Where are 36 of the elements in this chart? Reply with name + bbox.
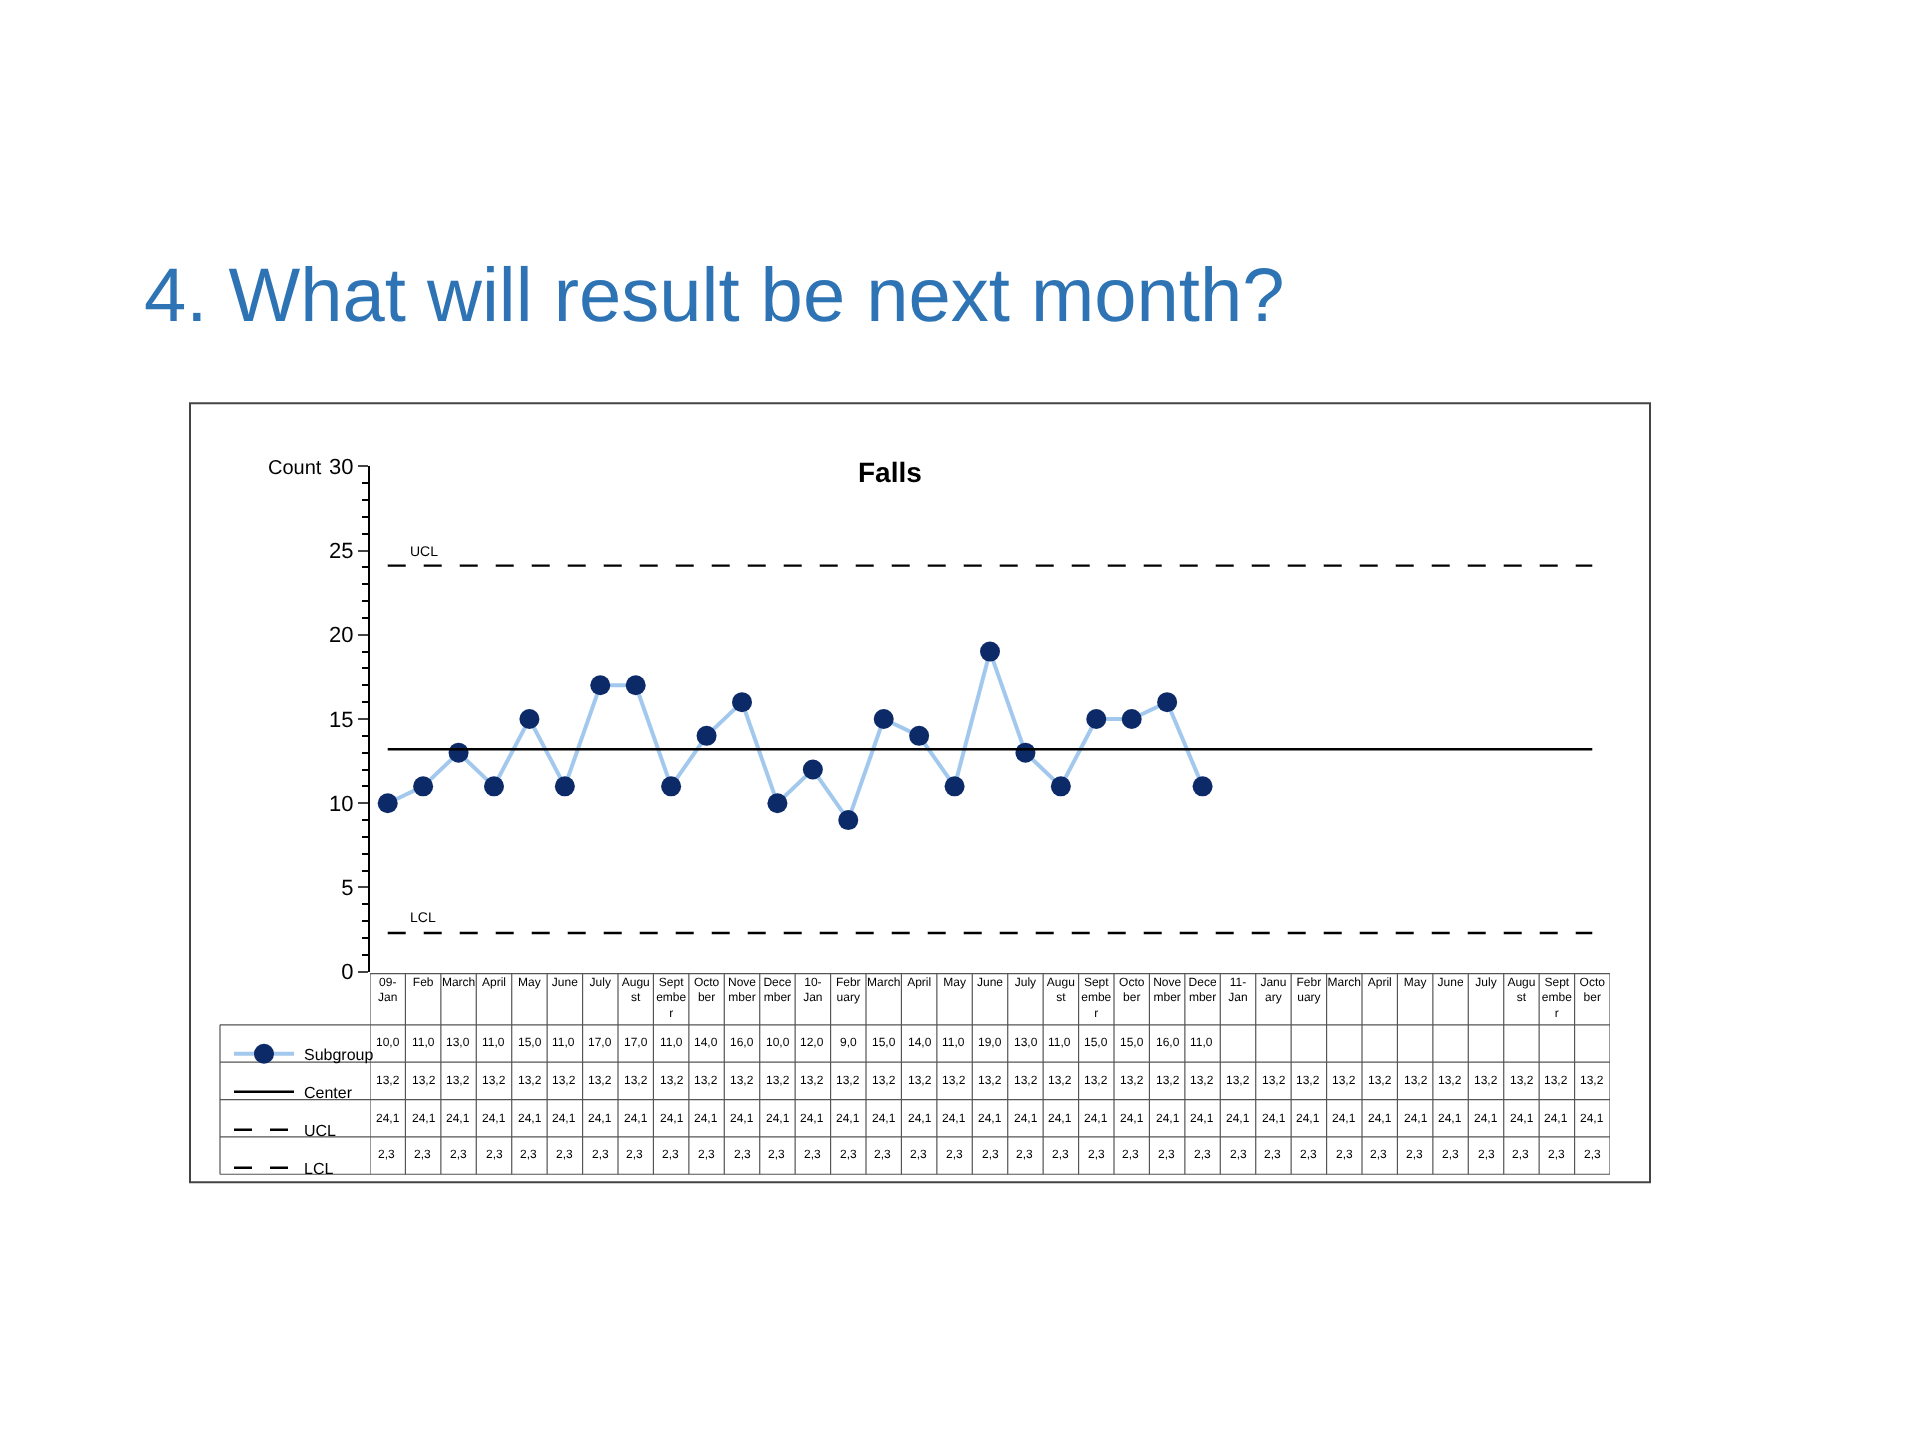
y-tick-label: 0 — [341, 961, 354, 986]
point — [661, 776, 682, 797]
y-axis-title: Count — [268, 458, 322, 480]
point — [696, 725, 717, 746]
y-tick-label: 5 — [341, 877, 354, 902]
point — [519, 708, 540, 729]
point — [1192, 776, 1213, 797]
point — [838, 810, 859, 831]
point — [802, 759, 823, 780]
y-tick-label: 25 — [329, 540, 354, 565]
point — [413, 776, 434, 797]
point — [377, 793, 398, 814]
point — [554, 776, 575, 797]
legend-label: UCL — [304, 1122, 338, 1141]
point — [484, 776, 504, 797]
legend-label: Subgroup — [304, 1046, 375, 1065]
point — [909, 725, 930, 746]
point — [944, 776, 965, 797]
point — [625, 675, 646, 696]
point — [767, 793, 788, 814]
point — [1050, 776, 1071, 797]
point — [590, 675, 611, 696]
point — [1121, 708, 1142, 729]
point — [732, 692, 752, 713]
legend-label: Center — [304, 1084, 353, 1103]
point — [1086, 708, 1107, 729]
point — [873, 708, 894, 729]
chart-subtitle: Falls — [858, 456, 923, 488]
y-tick-label: 15 — [329, 708, 354, 733]
legend-label: LCL — [304, 1160, 335, 1179]
y-tick-label: 20 — [329, 624, 354, 649]
point — [1157, 692, 1178, 713]
y-tick-label: 10 — [329, 792, 354, 817]
chart-title: 4. What will result be next month? — [144, 254, 1285, 339]
point — [980, 641, 1000, 662]
y-tick-label: 30 — [329, 455, 354, 480]
